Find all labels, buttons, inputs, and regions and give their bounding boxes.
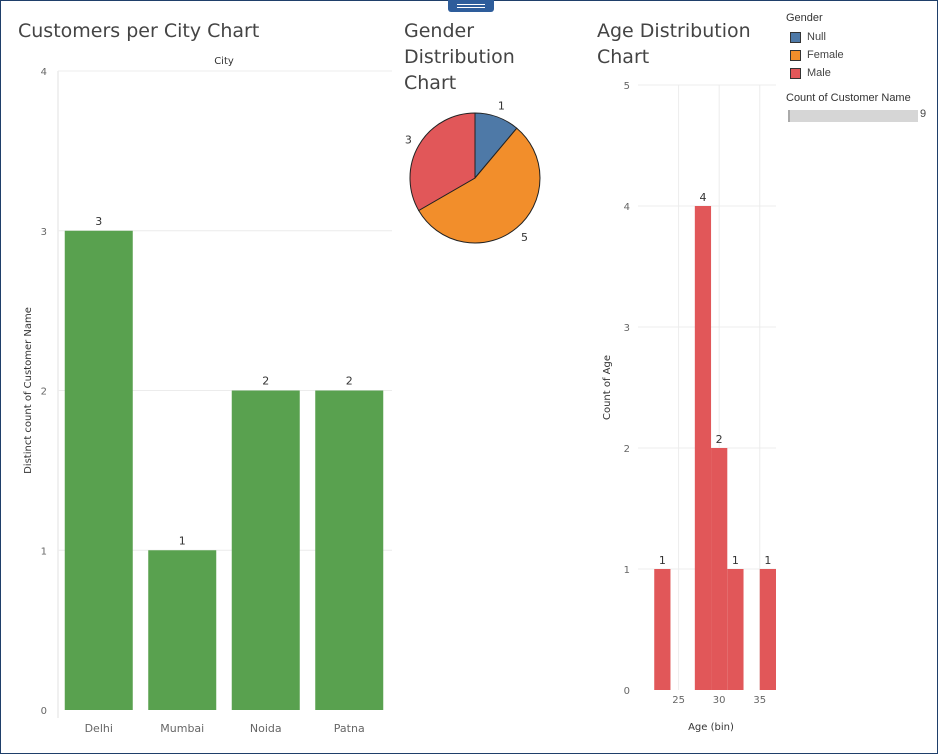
age-x-tick-label: 35	[753, 695, 766, 706]
age-histogram-chart: 0 1 2 3 4 5 25 30 35 Count of Age Age (bin) 1 4 2 1 1	[602, 81, 776, 733]
drag-handle-icon[interactable]	[448, 0, 494, 12]
city-y-axis-title: Distinct count of Customer Name	[23, 307, 34, 474]
city-y-tick-label: 0	[41, 706, 47, 717]
city-bar	[148, 550, 217, 710]
city-bar-value-label: 1	[179, 534, 186, 547]
age-title-line-2: Chart	[597, 46, 650, 68]
city-x-tick-label: Delhi	[85, 722, 113, 735]
legend-title: Gender	[786, 12, 823, 24]
city-chart-title: Customers per City Chart	[18, 20, 260, 42]
age-bar	[759, 569, 776, 690]
pie-slice-label: 5	[521, 231, 528, 244]
age-bar-value-label: 1	[732, 554, 739, 567]
age-y-tick-label: 2	[624, 444, 630, 455]
age-y-axis-title: Count of Age	[602, 355, 613, 420]
age-chart-title: Age Distribution Chart	[597, 18, 751, 70]
city-bar	[64, 230, 133, 710]
legend-swatch-null	[790, 31, 801, 43]
pie-slice-label: 3	[405, 134, 412, 147]
legend-item-male[interactable]: Male	[786, 64, 934, 82]
legend-swatch-male	[790, 67, 801, 79]
city-x-tick-label: Noida	[250, 722, 282, 735]
gender-title-line-3: Chart	[404, 72, 457, 94]
city-bar	[315, 390, 384, 710]
city-bar-value-label: 2	[346, 375, 353, 388]
age-x-tick-label: 25	[672, 695, 685, 706]
gender-title-line-1: Gender	[404, 20, 475, 42]
pie-slice-male	[409, 112, 476, 212]
size-legend-max-label: 9	[920, 108, 927, 120]
age-title-line-1: Age Distribution	[597, 20, 751, 42]
size-legend-bar	[788, 110, 918, 122]
gender-pie-chart: 1 5 3	[405, 100, 541, 244]
city-bar-chart: City 0 1 2 3 4 Distinct count of Customer Name…	[23, 56, 392, 735]
legend-label-null: Null	[807, 31, 826, 43]
age-bar-value-label: 1	[659, 554, 666, 567]
city-y-tick-label: 1	[41, 546, 47, 557]
age-y-tick-label: 1	[624, 565, 630, 576]
city-x-tick-label: Mumbai	[160, 722, 204, 735]
city-y-tick-label: 2	[41, 387, 47, 398]
gender-chart-title: Gender Distribution Chart	[404, 18, 515, 96]
age-bar	[711, 448, 728, 690]
age-bar	[727, 569, 744, 690]
size-legend: 9	[786, 108, 934, 124]
age-bar-value-label: 1	[764, 554, 771, 567]
city-y-tick-label: 3	[41, 227, 47, 238]
age-x-axis-title: Age (bin)	[688, 722, 734, 733]
city-bar-value-label: 3	[95, 215, 102, 228]
legend-item-female[interactable]: Female	[786, 46, 934, 64]
legend-panel: Gender Null Female Male Count of Custome…	[786, 12, 934, 124]
age-bar-value-label: 2	[716, 433, 723, 446]
age-y-tick-label: 3	[624, 323, 630, 334]
city-column-header: City	[214, 56, 234, 67]
gender-title-line-2: Distribution	[404, 46, 515, 68]
age-y-tick-label: 4	[624, 202, 630, 213]
city-bar-value-label: 2	[262, 375, 269, 388]
age-y-tick-label: 5	[624, 81, 630, 92]
city-x-tick-label: Patna	[334, 722, 365, 735]
legend-item-null[interactable]: Null	[786, 28, 934, 46]
age-bar	[694, 206, 712, 690]
age-x-tick-label: 30	[713, 695, 726, 706]
age-bar-value-label: 4	[699, 191, 706, 204]
legend-label-female: Female	[807, 49, 844, 61]
city-bar	[231, 390, 300, 710]
pie-slice-female	[418, 127, 541, 244]
size-legend-title: Count of Customer Name	[786, 92, 911, 104]
city-y-tick-label: 4	[41, 67, 47, 78]
age-y-tick-label: 0	[624, 686, 630, 697]
age-bar	[654, 569, 671, 690]
pie-slice-label: 1	[498, 100, 505, 113]
legend-swatch-female	[790, 49, 801, 61]
legend-label-male: Male	[807, 67, 831, 79]
